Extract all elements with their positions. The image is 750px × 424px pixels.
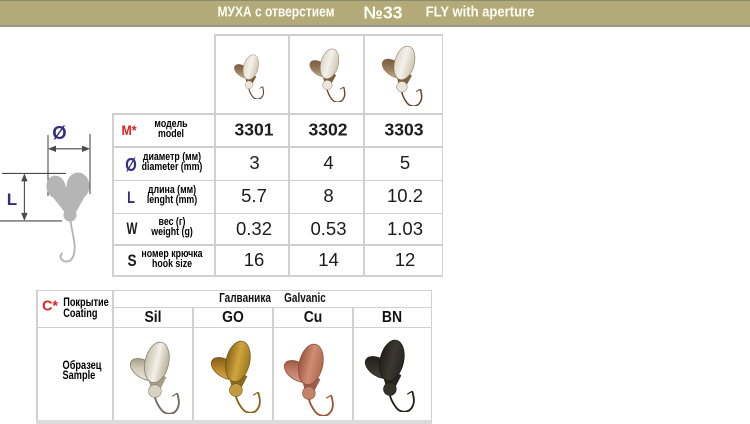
svg-text:L: L [7, 190, 17, 209]
svg-text:Ø: Ø [52, 122, 66, 143]
